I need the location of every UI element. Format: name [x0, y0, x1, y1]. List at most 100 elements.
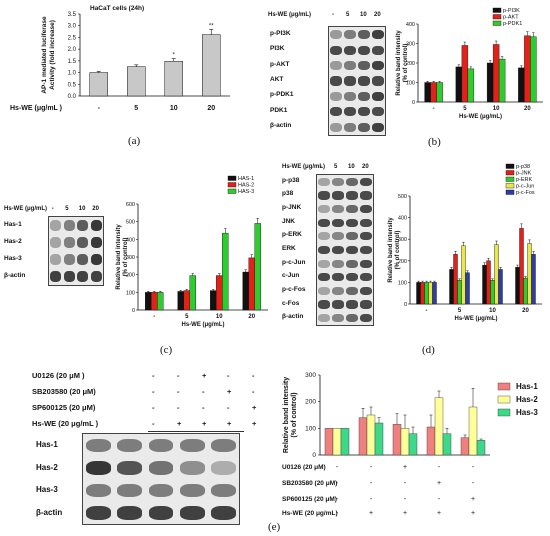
blot-band	[210, 461, 236, 475]
treatment-sign: +	[471, 496, 475, 503]
bar	[494, 244, 499, 305]
bar	[436, 82, 443, 103]
blot-row	[317, 188, 373, 204]
bar	[490, 280, 495, 305]
x-tick-label: -	[426, 308, 428, 314]
blot-band	[360, 191, 372, 200]
blot-band	[179, 461, 205, 475]
y-axis-label-2: (% of control)	[123, 238, 129, 277]
blot-row-label: p-p38	[282, 176, 300, 184]
bar	[408, 433, 418, 456]
bar	[492, 44, 500, 103]
blot-row-label: p-PDK1	[270, 91, 294, 99]
blot-row	[317, 297, 373, 313]
blot-band	[358, 107, 370, 117]
blot-band	[148, 506, 174, 520]
legend-swatch	[497, 395, 511, 404]
blot-row	[49, 268, 103, 285]
bar	[151, 292, 158, 311]
x-axis-label: Hs-WE (μg/mL )	[10, 105, 62, 112]
blot-b-header: Hs-WE (μg/mL)	[268, 12, 311, 18]
legend-swatch	[505, 176, 515, 182]
y-tick-label: 400	[126, 237, 135, 243]
treatment-sign: -	[202, 387, 205, 396]
y-tick-label: 0.0	[68, 94, 77, 100]
bar	[434, 397, 444, 456]
blot-row	[49, 234, 103, 252]
blot-band	[330, 91, 342, 102]
bar	[519, 228, 524, 305]
legend-swatch	[492, 20, 502, 26]
y-tick-label: 200	[126, 273, 135, 279]
bar	[374, 422, 384, 456]
blot-band	[332, 232, 344, 241]
blot-band	[344, 30, 356, 40]
blot-row-label: PDK1	[270, 106, 288, 114]
blot-band	[358, 45, 370, 55]
blot-band	[332, 314, 344, 323]
treatment-sign: -	[472, 480, 475, 487]
treatment-sign: -	[370, 480, 373, 487]
legend-swatch	[505, 163, 515, 169]
bar	[242, 271, 249, 311]
treatment-sign: -	[336, 510, 339, 517]
blot-band	[344, 107, 356, 117]
bar	[216, 275, 223, 311]
blot-row-label: JNK	[282, 217, 296, 225]
blot-band	[179, 483, 205, 497]
x-tick-label: -	[98, 105, 101, 112]
dose-label: -	[332, 12, 334, 18]
blot-band	[179, 438, 205, 452]
blot-band	[330, 30, 342, 40]
blot-band	[86, 438, 112, 452]
y-tick-label: 2.5	[68, 35, 77, 41]
bar	[248, 257, 255, 311]
blot-c	[48, 216, 104, 286]
x-tick-label: 10	[489, 308, 496, 314]
blot-band	[346, 259, 358, 268]
blot-row-label: β-actin	[270, 122, 292, 130]
treatment-sign: -	[370, 464, 373, 471]
blot-band	[344, 76, 356, 86]
blot-row-label: Has-3	[4, 254, 22, 262]
blot-row-label: Has-2	[4, 237, 22, 245]
bar	[210, 290, 217, 311]
blot-band	[318, 286, 330, 295]
bar	[498, 269, 503, 305]
blot-row	[317, 284, 373, 299]
legend-label: HAS-1	[238, 176, 254, 182]
bar	[430, 82, 437, 103]
bar	[358, 417, 368, 456]
blot-band	[332, 245, 344, 255]
blot-band	[346, 300, 358, 309]
blot-row	[317, 311, 373, 325]
legend-label: p-c-Jun	[516, 184, 534, 190]
blot-band	[318, 300, 330, 309]
treatment-label: SB203580 (20 μM)	[282, 480, 337, 487]
y-tick-label: 100	[126, 290, 135, 296]
blot-band	[117, 506, 143, 520]
chart-c: 0 100 200 300 400 500 600 - 5 10 20 Relative band i…	[116, 175, 268, 328]
legend-swatch	[497, 382, 511, 391]
y-tick-label: 200	[406, 61, 415, 67]
y-tick-label: 600	[126, 202, 135, 208]
blot-band	[77, 271, 89, 282]
blot-band	[372, 76, 384, 86]
blot-band	[360, 286, 372, 295]
legend-label: p-JNK	[516, 171, 532, 177]
blot-band	[332, 177, 344, 186]
bar	[523, 277, 528, 305]
treatment-sign: -	[472, 464, 475, 471]
blot-band	[344, 122, 356, 132]
x-tick-label: 20	[522, 308, 529, 314]
y-tick-label: 100	[305, 425, 316, 432]
blot-band	[90, 271, 102, 282]
bar	[324, 428, 334, 456]
blot-band	[360, 300, 372, 309]
blot-e	[82, 433, 240, 525]
x-tick-label: 20	[524, 106, 531, 112]
bar	[428, 282, 433, 305]
blot-row-label: p38	[282, 190, 294, 198]
blot-band	[63, 220, 75, 231]
blot-band	[90, 220, 102, 231]
